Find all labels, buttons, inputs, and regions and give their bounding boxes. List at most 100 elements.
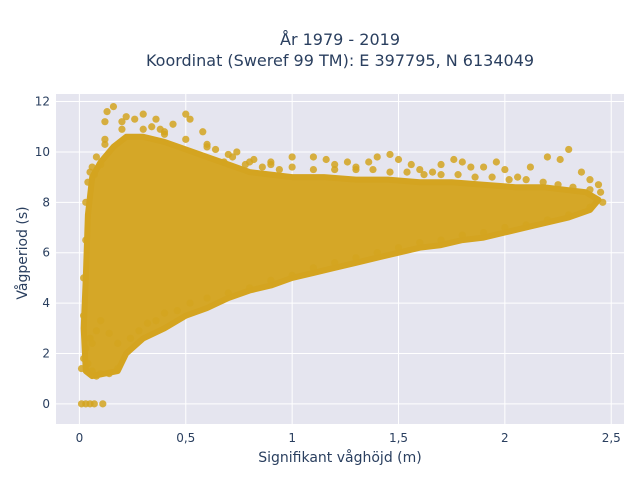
data-point	[596, 188, 605, 196]
data-point	[501, 223, 509, 232]
data-point	[139, 110, 147, 118]
data-point	[594, 181, 603, 189]
y-axis-ticks: 0 2 4 6 8 10 12	[35, 95, 50, 411]
data-point	[80, 354, 88, 363]
data-point	[501, 165, 509, 174]
data-point	[77, 364, 86, 373]
data-points	[77, 102, 607, 408]
data-point	[288, 271, 296, 279]
data-point	[352, 165, 360, 174]
data-point	[467, 163, 475, 171]
data-point	[565, 211, 573, 219]
data-point	[122, 113, 130, 121]
data-point	[84, 359, 92, 368]
data-point	[275, 165, 283, 174]
data-point	[577, 168, 586, 176]
data-point	[101, 135, 109, 143]
data-point	[365, 158, 373, 166]
data-point	[565, 145, 573, 154]
data-point	[556, 155, 564, 164]
data-point	[105, 370, 113, 378]
data-point	[80, 312, 88, 320]
data-point	[437, 160, 445, 169]
x-tick-label: 1	[288, 431, 296, 445]
data-point	[82, 198, 90, 206]
chart-title: År 1979 - 2019	[280, 30, 400, 49]
y-tick-label: 12	[35, 95, 50, 109]
data-point	[139, 125, 147, 133]
data-point	[454, 171, 462, 179]
x-tick-label: 2,5	[602, 431, 621, 445]
data-point	[458, 231, 466, 239]
data-point	[586, 203, 594, 211]
y-tick-label: 8	[42, 195, 50, 209]
data-point	[126, 334, 135, 342]
data-point	[148, 123, 156, 131]
data-point	[258, 163, 266, 171]
data-point	[211, 145, 220, 154]
data-point	[101, 140, 109, 148]
data-point	[88, 163, 96, 171]
data-point	[220, 158, 228, 166]
data-point	[416, 239, 424, 247]
data-point	[479, 228, 488, 237]
data-point	[101, 118, 109, 126]
data-point	[554, 181, 562, 189]
data-point	[386, 150, 394, 159]
data-point	[160, 130, 169, 138]
data-point	[97, 317, 105, 325]
data-point	[522, 221, 530, 229]
data-point	[84, 178, 92, 186]
data-point	[309, 153, 318, 161]
data-point	[458, 158, 466, 166]
data-point	[488, 173, 496, 181]
data-point	[173, 307, 181, 315]
data-point	[99, 400, 107, 408]
data-point	[90, 400, 98, 408]
data-point	[118, 118, 126, 126]
data-point	[103, 108, 111, 116]
data-point	[526, 163, 534, 171]
data-point	[97, 370, 105, 378]
data-point	[373, 249, 381, 257]
x-tick-label: 0	[76, 431, 84, 445]
data-point	[80, 274, 88, 282]
data-point	[599, 198, 607, 206]
data-point	[288, 153, 296, 161]
data-point	[152, 115, 160, 123]
data-point	[82, 236, 90, 244]
data-point	[569, 183, 577, 191]
data-point	[322, 155, 330, 164]
data-point	[420, 171, 428, 179]
data-point	[88, 367, 96, 375]
data-point	[450, 155, 458, 164]
data-point	[309, 264, 318, 272]
x-tick-label: 1,5	[389, 431, 408, 445]
data-point	[186, 115, 194, 123]
data-point	[118, 125, 126, 133]
data-point	[522, 176, 530, 184]
data-point	[182, 110, 190, 118]
data-point	[90, 171, 98, 179]
data-point	[199, 128, 207, 136]
data-point	[386, 168, 394, 176]
data-point	[152, 317, 160, 325]
data-point	[245, 284, 254, 292]
data-point	[92, 153, 101, 161]
data-point	[288, 163, 296, 171]
y-tick-label: 4	[42, 296, 50, 310]
data-point	[407, 160, 415, 169]
data-point	[309, 165, 318, 174]
data-point	[394, 244, 403, 252]
data-point	[224, 150, 232, 159]
data-point	[479, 163, 488, 171]
x-tick-label: 2	[501, 431, 509, 445]
data-point	[539, 178, 547, 186]
data-point	[169, 120, 177, 128]
data-point	[186, 299, 194, 307]
y-tick-label: 6	[42, 246, 50, 260]
data-point	[267, 276, 275, 285]
data-point	[471, 173, 479, 181]
dense-region	[80, 133, 602, 380]
